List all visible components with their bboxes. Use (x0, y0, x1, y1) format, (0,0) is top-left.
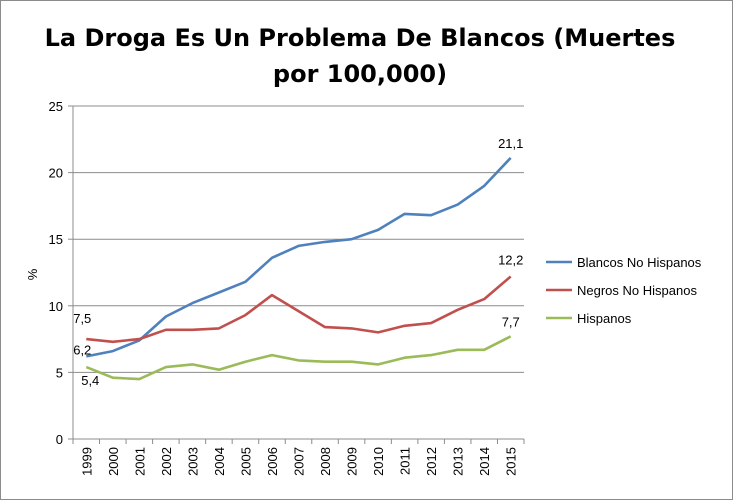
data-labels: 6,2 21,1 7,5 12,2 5,4 7,7 (73, 136, 523, 388)
legend-label: Hispanos (577, 311, 632, 326)
x-tick-label: 2014 (477, 447, 492, 476)
y-tick-label: 0 (56, 432, 63, 447)
legend-label: Blancos No Hispanos (577, 255, 702, 270)
x-tick-label: 2002 (159, 447, 174, 476)
x-tick-label: 2009 (345, 447, 360, 476)
x-tick-labels: 1999 2000 2001 2002 2003 2004 2005 2006 2007 2008… (79, 447, 518, 476)
x-tick-label: 2015 (504, 447, 519, 476)
x-tick-label: 2008 (318, 447, 333, 476)
legend: Blancos No Hispanos Negros No Hispanos His… (546, 255, 702, 326)
gridlines (73, 105, 524, 373)
data-label: 6,2 (73, 342, 91, 357)
x-tick-label: 2010 (371, 447, 386, 476)
data-label: 12,2 (498, 252, 523, 267)
series-line (86, 275, 512, 344)
data-label: 7,5 (73, 311, 91, 326)
chart-title: La Droga Es Un Problema De Blancos (Muer… (44, 24, 676, 88)
x-tick-label: 2007 (292, 447, 307, 476)
y-axis-label: % (25, 268, 40, 280)
x-tick-label: 2004 (212, 447, 227, 476)
y-tick-label: 25 (49, 99, 63, 114)
x-tick-label: 2011 (398, 447, 413, 475)
x-tick-label: 2001 (132, 447, 147, 476)
y-tick-label: 20 (49, 166, 63, 181)
x-tick-label: 2013 (451, 447, 466, 476)
y-tick-label: 15 (49, 232, 63, 247)
data-label: 21,1 (498, 136, 523, 151)
series-line (85, 335, 512, 381)
series-line (86, 157, 512, 358)
y-tick-label: 5 (56, 365, 63, 380)
series-lines (85, 157, 512, 381)
x-tick-label: 1999 (79, 447, 94, 476)
legend-label: Negros No Hispanos (577, 283, 697, 298)
x-tick-label: 2005 (238, 447, 253, 476)
axes (68, 105, 525, 444)
x-tick-label: 2012 (424, 447, 439, 476)
x-tick-label: 2000 (106, 447, 121, 476)
data-label: 7,7 (502, 314, 520, 329)
y-tick-label: 10 (49, 299, 63, 314)
data-label: 5,4 (81, 373, 99, 388)
y-tick-labels: 0 5 10 15 20 25 (49, 99, 63, 447)
x-tick-label: 2003 (185, 447, 200, 476)
x-tick-label: 2006 (265, 447, 280, 476)
